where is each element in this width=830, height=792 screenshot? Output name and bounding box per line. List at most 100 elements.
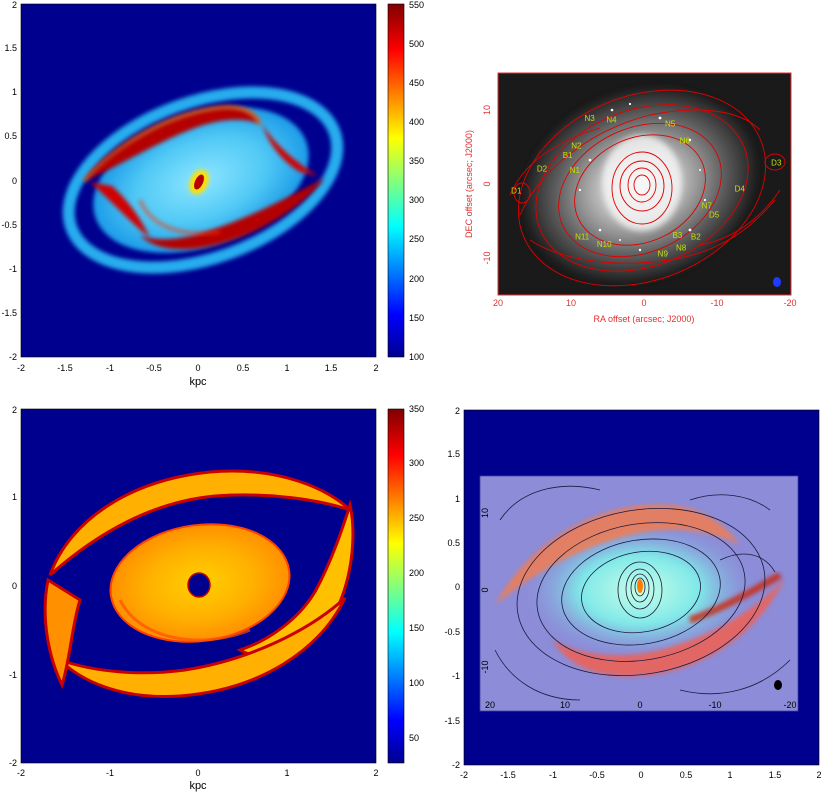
top-left-x-tick: 1 xyxy=(284,363,289,373)
top-right-y-ticks: -10 0 10 xyxy=(482,105,492,265)
colorbar-tick: 100 xyxy=(409,352,424,362)
bottom-right-x-ticks: -2 -1.5 -1 -0.5 0 0.5 1 1.5 2 xyxy=(460,770,822,780)
bottom-right-x-tick: 1.5 xyxy=(769,770,782,780)
inset-x-tick: 20 xyxy=(485,700,495,710)
colorbar-tick: 200 xyxy=(409,274,424,284)
top-left-y-ticks: -2 -1.5 -1 -0.5 0 0.5 1 1.5 2 xyxy=(1,0,17,362)
bottom-right-arm-bar xyxy=(688,571,782,624)
top-right-x-tick: -20 xyxy=(783,298,796,308)
top-left-x-tick: -1 xyxy=(106,363,114,373)
top-right-galaxy-core xyxy=(602,135,682,231)
bottom-left-y-ticks: -2 -1 0 1 2 xyxy=(9,405,17,768)
top-right-x-tick: 20 xyxy=(493,298,503,308)
colorbar-tick: 350 xyxy=(409,404,424,414)
colorbar-tick: 350 xyxy=(409,156,424,166)
bottom-left-central-hole xyxy=(187,572,211,598)
bottom-right-beam xyxy=(774,680,782,690)
bottom-right-x-tick: 1 xyxy=(727,770,732,780)
colorbar-tick: 250 xyxy=(409,513,424,523)
region-label-n5: N5 xyxy=(665,119,676,128)
region-label-d2: D2 xyxy=(537,164,548,173)
top-right-y-tick: 10 xyxy=(482,105,492,115)
region-label-d1: D1 xyxy=(511,187,522,196)
inset-x-tick: 0 xyxy=(637,700,642,710)
top-right-x-ticks: 20 10 0 -10 -20 xyxy=(493,298,797,308)
region-label-b3: B3 xyxy=(673,231,683,240)
colorbar-tick: 450 xyxy=(409,78,424,88)
top-left-y-tick: -2 xyxy=(9,352,17,362)
bottom-right-arm-lower xyxy=(552,578,785,677)
region-label-n11: N11 xyxy=(575,233,590,242)
colorbar-tick: 300 xyxy=(409,195,424,205)
bottom-left-y-tick: 1 xyxy=(12,492,17,502)
bottom-right-y-tick: 2 xyxy=(455,406,460,416)
colorbar-tick: 250 xyxy=(409,234,424,244)
bottom-right-arm-upper xyxy=(495,504,740,605)
top-left-colorbar-ticks: 100 150 200 250 300 350 400 450 500 550 xyxy=(409,0,424,362)
bottom-right-y-ticks: -2 -1.5 -1 -0.5 0 0.5 1 1.5 2 xyxy=(444,406,460,770)
top-left-y-tick: -1 xyxy=(9,264,17,274)
top-right-x-label: RA offset (arcsec; J2000) xyxy=(594,314,695,324)
bottom-left-x-tick: 1 xyxy=(284,768,289,778)
inset-y-tick: -10 xyxy=(480,660,490,673)
top-left-colorbar xyxy=(387,3,405,358)
top-left-x-tick: 1.5 xyxy=(325,363,338,373)
bottom-left-x-ticks: -2 -1 0 1 2 xyxy=(17,768,379,778)
region-label-b1: B1 xyxy=(563,151,573,160)
top-left-x-tick: 0 xyxy=(195,363,200,373)
colorbar-tick: 300 xyxy=(409,458,424,468)
colorbar-tick: 550 xyxy=(409,0,424,10)
top-left-y-tick: -0.5 xyxy=(1,220,17,230)
bottom-right-y-tick: 1.5 xyxy=(447,449,460,459)
colorbar-tick: 150 xyxy=(409,313,424,323)
bottom-left-disk-arc xyxy=(118,599,251,642)
inset-y-tick: 10 xyxy=(480,508,490,518)
region-label-n3: N3 xyxy=(584,114,595,123)
bottom-left-colorbar xyxy=(387,408,405,764)
top-left-x-tick: 0.5 xyxy=(237,363,250,373)
top-right-y-label: DEC offset (arcsec; J2000) xyxy=(464,130,474,238)
region-label-n6: N6 xyxy=(680,136,691,145)
colorbar-tick: 200 xyxy=(409,568,424,578)
top-left-y-tick: -1.5 xyxy=(1,308,17,318)
bottom-right-x-tick: 2 xyxy=(816,770,821,780)
region-label-d3: D3 xyxy=(771,159,782,168)
top-right-x-tick: 0 xyxy=(641,298,646,308)
bottom-left-x-tick: -1 xyxy=(106,768,114,778)
top-left-x-tick: -1.5 xyxy=(57,363,73,373)
bottom-right-contours xyxy=(494,485,791,701)
bottom-right-y-tick: -1.5 xyxy=(444,716,460,726)
region-label-n10: N10 xyxy=(597,240,612,249)
bottom-left-x-tick: 0 xyxy=(195,768,200,778)
top-right-y-tick: 0 xyxy=(482,181,492,186)
region-label-n4: N4 xyxy=(606,116,617,125)
top-left-arm-left xyxy=(90,182,150,238)
bottom-left-y-tick: 2 xyxy=(12,405,17,415)
colorbar-tick: 150 xyxy=(409,623,424,633)
bottom-left-colorbar-ticks: 50 100 150 200 250 300 350 xyxy=(409,404,424,743)
bottom-left-x-tick: 2 xyxy=(373,768,378,778)
inset-y-tick: 0 xyxy=(480,587,490,592)
bottom-right-y-tick: 0 xyxy=(455,582,460,592)
inset-x-tick: -10 xyxy=(708,700,721,710)
bottom-left-y-tick: -1 xyxy=(9,670,17,680)
top-left-arm-lower xyxy=(140,178,325,250)
region-label-n7: N7 xyxy=(702,201,713,210)
top-right-x-tick: 10 xyxy=(566,298,576,308)
bottom-left-panel: -2 -1 0 1 2 kpc -2 -1 0 1 2 50 100 150 2… xyxy=(9,404,424,792)
top-left-x-label: kpc xyxy=(189,376,207,388)
top-right-contours xyxy=(509,89,786,287)
top-left-inner-arc xyxy=(138,199,221,235)
inset-x-tick: -20 xyxy=(783,700,796,710)
bottom-left-x-label: kpc xyxy=(189,780,207,792)
bottom-right-y-tick: -2 xyxy=(452,760,460,770)
region-label-d5: D5 xyxy=(709,210,720,219)
bottom-right-x-tick: -1.5 xyxy=(500,770,516,780)
top-right-y-tick: -10 xyxy=(482,251,492,264)
top-left-y-tick: 0 xyxy=(12,176,17,186)
top-right-x-tick: -10 xyxy=(710,298,723,308)
top-left-x-tick: 2 xyxy=(373,363,378,373)
bottom-right-nucleus xyxy=(637,579,643,593)
bottom-right-y-tick: 1 xyxy=(455,494,460,504)
top-left-x-ticks: -2 -1.5 -1 -0.5 0 0.5 1 1.5 2 xyxy=(17,363,379,373)
